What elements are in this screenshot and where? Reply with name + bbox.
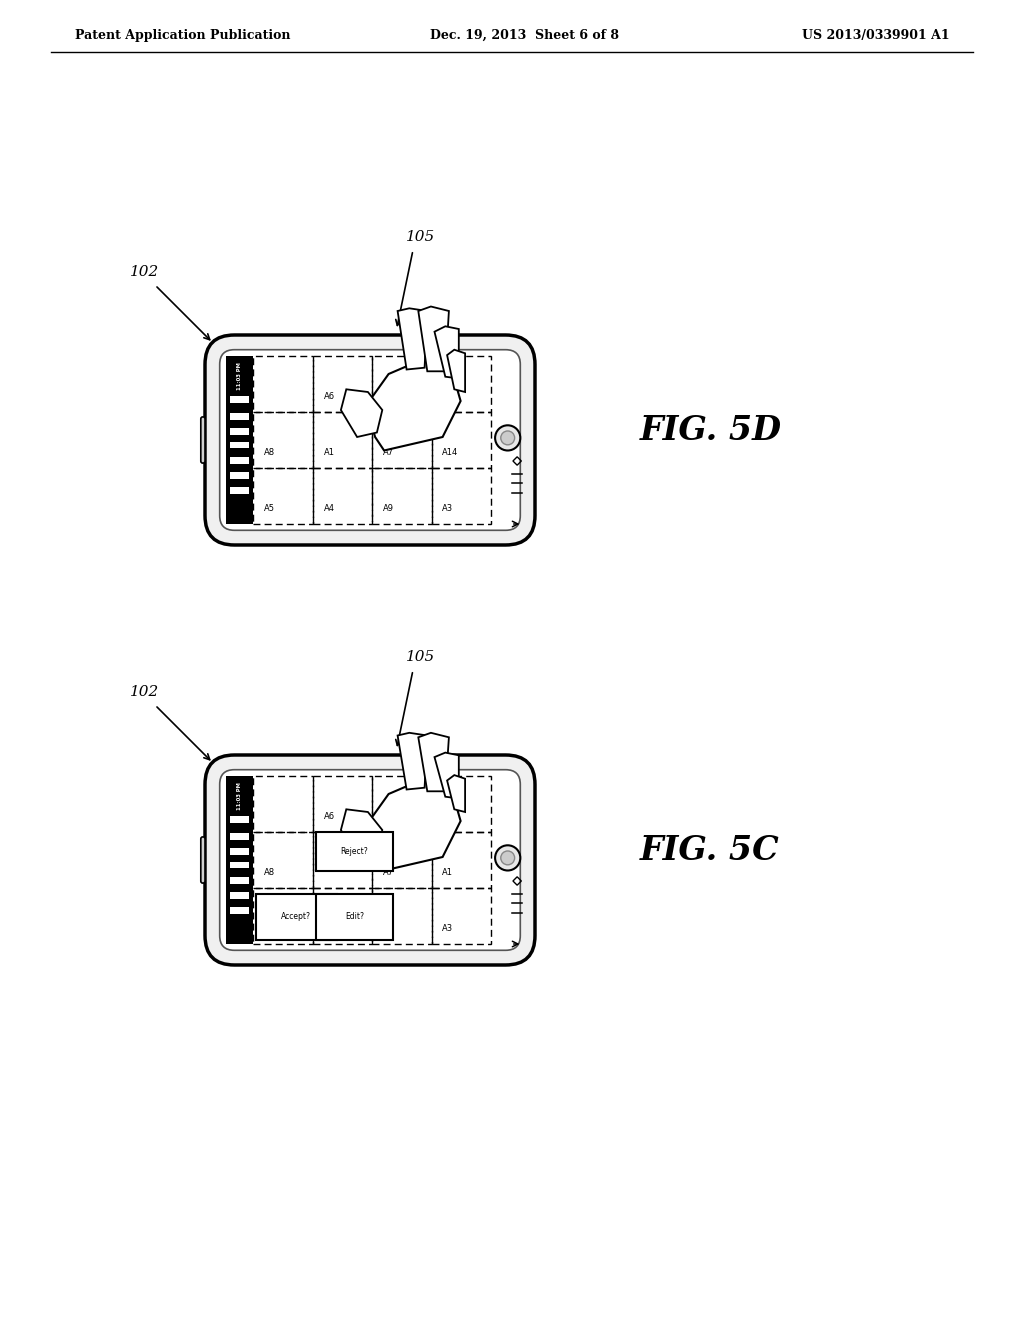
Bar: [431, 412, 490, 469]
Text: 102: 102: [130, 685, 160, 700]
Bar: [253, 832, 312, 888]
Text: A3: A3: [442, 924, 454, 933]
Polygon shape: [434, 326, 459, 379]
Bar: [226, 356, 253, 524]
Text: A5: A5: [264, 924, 275, 933]
Polygon shape: [341, 809, 382, 857]
Bar: [372, 776, 431, 832]
Text: A1: A1: [442, 867, 454, 876]
Bar: [312, 356, 372, 412]
Polygon shape: [397, 733, 427, 789]
Text: US 2013/0339901 A1: US 2013/0339901 A1: [803, 29, 950, 41]
Text: 102: 102: [130, 265, 160, 279]
Bar: [315, 832, 393, 871]
Bar: [230, 862, 249, 869]
Polygon shape: [367, 360, 461, 450]
Circle shape: [501, 430, 515, 445]
Bar: [372, 832, 431, 888]
Bar: [230, 396, 249, 403]
Text: Accept?: Accept?: [282, 912, 311, 921]
Bar: [431, 776, 490, 832]
Circle shape: [501, 851, 515, 865]
Bar: [372, 412, 431, 469]
Text: A1: A1: [383, 392, 394, 401]
Bar: [312, 412, 372, 469]
Bar: [431, 888, 490, 944]
Bar: [230, 907, 249, 913]
Text: FIG. 5D: FIG. 5D: [640, 413, 782, 446]
Bar: [253, 888, 312, 944]
Text: 105: 105: [407, 649, 435, 664]
Text: FIG. 5C: FIG. 5C: [640, 833, 779, 866]
Text: A6: A6: [324, 812, 335, 821]
Polygon shape: [434, 752, 459, 799]
Text: A8: A8: [264, 447, 275, 457]
FancyBboxPatch shape: [220, 770, 520, 950]
Bar: [230, 473, 249, 479]
Text: A9: A9: [383, 924, 394, 933]
Bar: [230, 833, 249, 840]
Text: A9: A9: [383, 504, 394, 513]
FancyBboxPatch shape: [201, 837, 205, 883]
Bar: [315, 894, 393, 940]
Bar: [431, 469, 490, 524]
Polygon shape: [418, 733, 449, 791]
FancyBboxPatch shape: [220, 350, 520, 531]
Bar: [230, 442, 249, 449]
FancyBboxPatch shape: [201, 417, 205, 463]
Bar: [372, 356, 431, 412]
Bar: [253, 469, 312, 524]
Bar: [230, 487, 249, 494]
Bar: [253, 776, 312, 832]
Polygon shape: [367, 780, 461, 870]
Text: A4: A4: [324, 504, 335, 513]
Text: 11:03 PM: 11:03 PM: [238, 783, 243, 810]
Bar: [256, 894, 337, 940]
Text: Patent Application Publication: Patent Application Publication: [75, 29, 291, 41]
Circle shape: [495, 425, 520, 450]
Polygon shape: [397, 309, 427, 370]
Bar: [230, 413, 249, 420]
Text: A1: A1: [324, 447, 335, 457]
Text: 105: 105: [407, 230, 435, 244]
Bar: [230, 849, 249, 855]
Bar: [372, 469, 431, 524]
Text: A7: A7: [383, 867, 394, 876]
Bar: [312, 888, 372, 944]
Bar: [230, 816, 249, 824]
Text: A6: A6: [324, 392, 335, 401]
Bar: [312, 469, 372, 524]
Bar: [230, 428, 249, 436]
Text: A7: A7: [383, 447, 394, 457]
Bar: [230, 876, 249, 883]
Bar: [230, 457, 249, 463]
Bar: [312, 832, 372, 888]
FancyBboxPatch shape: [205, 335, 535, 545]
Bar: [431, 832, 490, 888]
Polygon shape: [447, 775, 465, 812]
Circle shape: [495, 845, 520, 870]
Bar: [253, 356, 312, 412]
Text: Dec. 19, 2013  Sheet 6 of 8: Dec. 19, 2013 Sheet 6 of 8: [430, 29, 618, 41]
Text: 11:03 PM: 11:03 PM: [238, 362, 243, 391]
Polygon shape: [341, 389, 382, 437]
Polygon shape: [447, 350, 465, 392]
Text: A14: A14: [442, 447, 459, 457]
Text: A3: A3: [442, 504, 454, 513]
Bar: [230, 892, 249, 899]
Bar: [253, 412, 312, 469]
FancyBboxPatch shape: [205, 755, 535, 965]
Bar: [226, 776, 253, 944]
Polygon shape: [418, 306, 449, 371]
Text: Edit?: Edit?: [345, 912, 364, 921]
Bar: [372, 888, 431, 944]
Text: A5: A5: [264, 504, 275, 513]
Bar: [431, 356, 490, 412]
Bar: [312, 776, 372, 832]
Text: A8: A8: [264, 867, 275, 876]
Text: Reject?: Reject?: [340, 847, 369, 857]
